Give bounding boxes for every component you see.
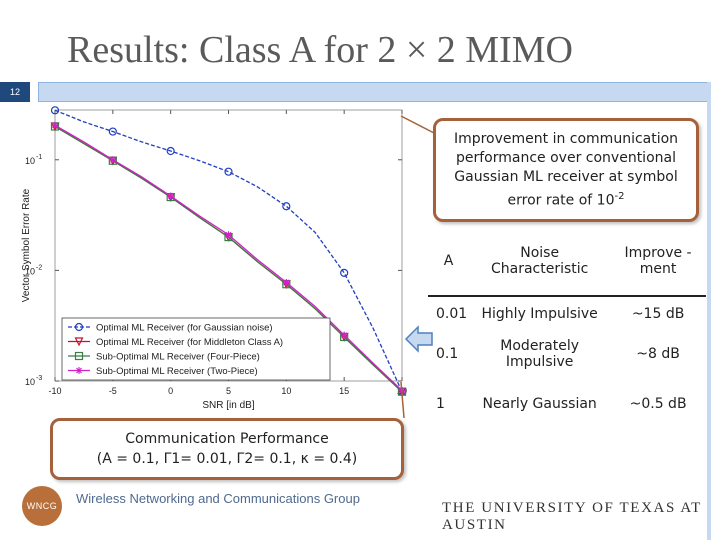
left-arrow-icon [404,325,433,353]
data-point [398,387,406,395]
data-point [166,146,175,156]
x-tick-label: 0 [168,386,173,396]
cell-improvement: ~15 dB [631,305,685,322]
wncg-logo: WNCG [22,486,62,526]
x-tick-label: 10 [281,386,291,396]
data-point [282,202,291,211]
y-tick-label: 10 [25,266,35,276]
data-point [51,121,59,129]
legend-marker [75,367,83,374]
improvement-exponent: -2 [614,190,625,202]
y-tick-exponent: -1 [36,154,42,161]
header-improvement: Improve -ment [624,244,692,277]
table-row: 1 Nearly Gaussian ~0.5 dB [428,378,706,430]
data-point [109,156,117,164]
legend-entry: Sub-Optimal ML Receiver (Four-Piece) [96,352,260,363]
header-a: A [443,252,454,269]
table-header-row: A Noise Characteristic Improve -ment [428,226,706,296]
x-tick-label: -5 [109,386,117,396]
improvement-callout: Improvement in communication performance… [433,118,699,222]
header-noise: Noise Characteristic [490,244,589,277]
data-point [340,331,348,339]
cell-noise: Moderately Impulsive [500,338,580,370]
chart-legend: Optimal ML Receiver (for Gaussian noise)… [61,317,331,381]
title-underline-bar [38,82,708,102]
cell-a: 0.01 [436,305,468,322]
y-axis-label: Vector Symbol Error Rate [21,188,32,302]
table-row: 0.01 Highly Impulsive ~15 dB [428,296,706,330]
performance-callout: Communication Performance (A = 0.1, Γ1= … [50,418,404,480]
university-name: THE UNIVERSITY OF TEXAS AT AUSTIN [442,500,702,533]
y-tick-exponent: -2 [36,264,42,271]
cell-noise: Highly Impulsive [481,305,598,322]
data-point [282,278,290,286]
cell-improvement: ~0.5 dB [629,396,687,412]
data-point [50,106,60,115]
legend-marker [74,351,84,361]
legend-entry: Sub-Optimal ML Receiver (Two-Piece) [96,366,258,377]
x-tick-label: 15 [339,386,349,396]
cell-improvement: ~8 dB [636,346,680,362]
series-line-1 [54,109,403,392]
performance-line2: (A = 0.1, Γ1= 0.01, Γ2= 0.1, κ = 0.4) [96,451,358,467]
data-point [108,127,117,136]
legend-entry: Optimal ML Receiver (for Gaussian noise) [96,323,273,334]
footer-group-name: Wireless Networking and Communications G… [76,491,360,506]
page-number: 12 [0,82,30,102]
performance-line1: Communication Performance [125,431,329,447]
y-tick-label: 10 [25,156,35,166]
x-axis-label: SNR [in dB] [202,400,254,411]
x-tick-label: 5 [226,386,231,396]
improvement-text: Improvement in communication performance… [453,130,679,209]
x-tick-label: -10 [48,386,61,396]
legend-entry: Optimal ML Receiver (for Middleton Class… [96,337,283,348]
improvement-table: A Noise Characteristic Improve -ment 0.0… [428,226,706,430]
cell-a: 1 [436,396,445,412]
slide-title: Results: Class A for 2 × 2 MIMO [67,29,573,71]
cell-a: 0.1 [436,346,459,362]
data-point [167,192,175,200]
y-tick-label: 10 [25,377,35,387]
data-point [340,268,349,277]
data-point [224,167,233,176]
y-tick-exponent: -3 [36,375,42,382]
table-row: 0.1 Moderately Impulsive ~8 dB [428,330,706,378]
right-edge-rule [707,82,711,540]
legend-box [61,317,331,381]
data-point [225,231,232,239]
legend-marker [74,322,84,332]
cell-noise: Nearly Gaussian [482,396,597,412]
legend-marker [74,337,84,347]
